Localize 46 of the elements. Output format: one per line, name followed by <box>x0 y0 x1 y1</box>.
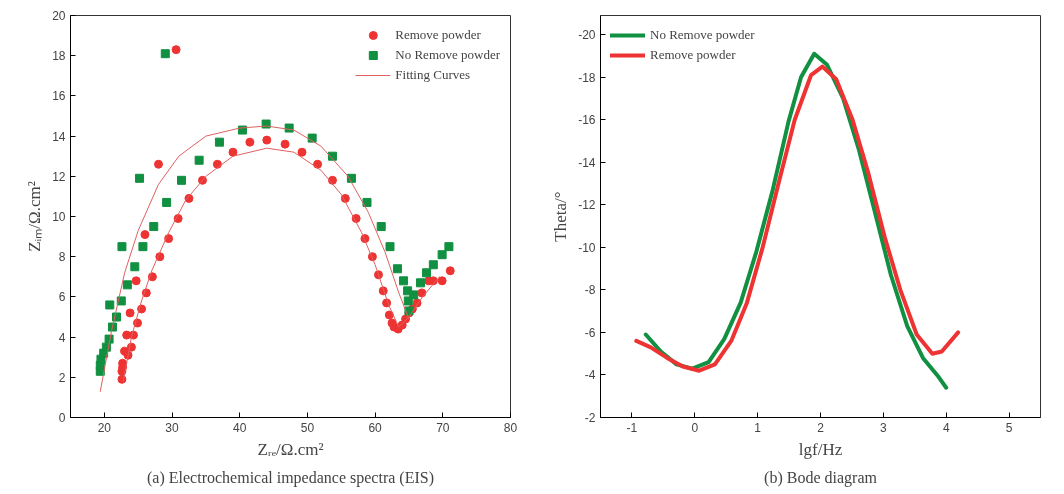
x-tick-label: 1 <box>754 420 762 435</box>
y-tick-label: -10 <box>578 240 596 255</box>
y-tick-label: 8 <box>58 250 66 265</box>
x-axis-title: lgf/Hz <box>798 439 843 459</box>
legend-label: No Remove powder <box>395 47 500 63</box>
y-tick-label: -6 <box>584 325 596 340</box>
y-tick-label: -2 <box>584 411 596 425</box>
y-tick-label: -8 <box>584 283 596 298</box>
y-tick-label: -4 <box>584 368 596 383</box>
y-tick-label: -20 <box>578 28 596 43</box>
text: (b) Bode diagram <box>764 468 878 487</box>
y-tick-label: 16 <box>52 89 66 104</box>
x-tick-label: 40 <box>233 420 247 435</box>
y-axis-title: Zᵢₘ/Ω.cm² <box>25 181 45 252</box>
x-tick-label: -1 <box>626 420 638 435</box>
legend-label: Remove powder <box>395 27 481 43</box>
y-tick-label: 12 <box>52 169 66 184</box>
x-tick-label: 4 <box>942 420 950 435</box>
x-tick-label: 20 <box>97 420 112 435</box>
x-tick-label: 80 <box>503 420 518 435</box>
y-axis-title: Theta/° <box>551 191 571 242</box>
x-tick-label: 30 <box>165 420 180 435</box>
y-tick-label: 10 <box>52 210 66 224</box>
legend-label: No Remove powder <box>650 27 755 43</box>
x-axis-title: Zᵣₑ/Ω.cm² <box>257 439 324 459</box>
x-tick-label: 60 <box>368 420 383 435</box>
y-tick-label: 14 <box>52 129 66 144</box>
x-tick-label: 70 <box>436 420 450 435</box>
y-tick-label: 4 <box>58 330 66 345</box>
y-tick-label: -14 <box>578 155 596 170</box>
legend-label: Remove powder <box>650 47 736 63</box>
x-tick-label: 2 <box>817 420 825 435</box>
y-tick-label: 6 <box>58 290 66 305</box>
text: (a) Electrochemical impedance spectra (EIS) <box>147 468 434 487</box>
y-tick-label: 18 <box>52 49 66 64</box>
x-tick-label: 50 <box>300 420 315 435</box>
y-tick-label: -16 <box>578 113 596 128</box>
x-tick-label: 0 <box>691 420 699 435</box>
y-tick-label: 20 <box>52 9 66 23</box>
y-tick-label: -18 <box>578 70 596 85</box>
x-tick-label: 5 <box>1005 420 1013 435</box>
legend-label: Fitting Curves <box>395 67 471 83</box>
x-tick-label: 3 <box>880 420 888 435</box>
y-tick-label: 2 <box>58 370 66 385</box>
y-tick-label: -12 <box>578 198 596 213</box>
y-tick-label: 0 <box>58 411 66 425</box>
